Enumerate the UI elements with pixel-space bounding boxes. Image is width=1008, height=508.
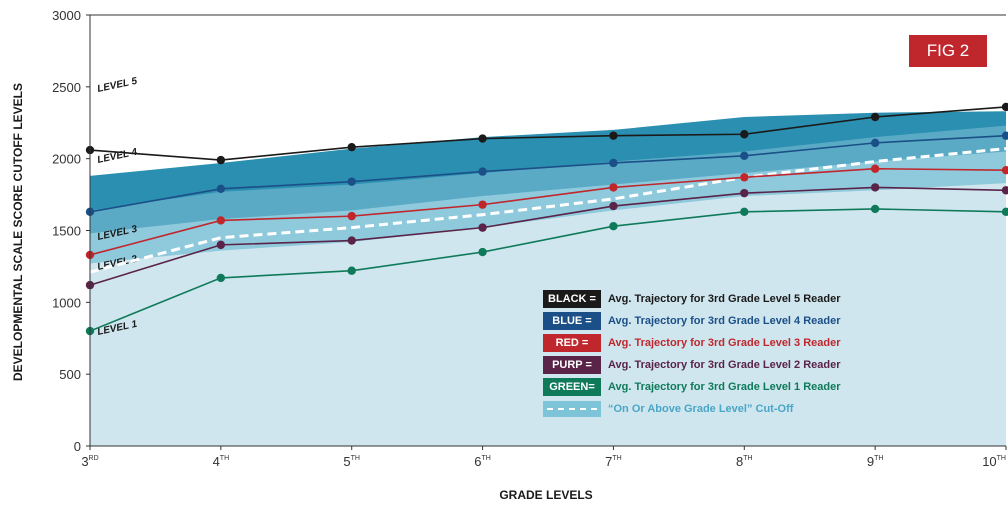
legend-entry: RED = Avg. Trajectory for 3rd Grade Level… bbox=[543, 332, 841, 354]
data-point-blue bbox=[478, 167, 487, 176]
data-point-green bbox=[216, 273, 226, 283]
x-tick-labels: 3RD 4TH 5TH 6TH 7TH 8TH 9TH 10TH bbox=[81, 446, 1007, 469]
data-point-red bbox=[216, 216, 226, 225]
legend-entry: PURP = Avg. Trajectory for 3rd Grade Leve… bbox=[543, 354, 841, 376]
legend-text: Avg. Trajectory for 3rd Grade Level 1 Re… bbox=[608, 381, 841, 393]
legend-key: BLACK = bbox=[543, 290, 601, 308]
y-tick-label: 500 bbox=[59, 367, 81, 382]
series-line-blue bbox=[89, 134, 1007, 213]
x-tick-label: 7TH bbox=[605, 454, 622, 469]
data-point-blue bbox=[609, 158, 618, 168]
y-tick-label: 1000 bbox=[52, 295, 81, 310]
legend-cutoff-swatch bbox=[543, 401, 601, 417]
x-tick-label: 8TH bbox=[736, 454, 753, 469]
y-tick-label: 2000 bbox=[52, 152, 81, 167]
data-point-blue bbox=[1001, 131, 1008, 140]
data-point-purp bbox=[1001, 186, 1008, 195]
x-tick-label: 3RD bbox=[81, 454, 98, 469]
data-point-green bbox=[609, 221, 618, 231]
data-point-purp bbox=[870, 183, 880, 192]
data-point-purp bbox=[347, 236, 356, 245]
x-tick-label: 4TH bbox=[213, 454, 230, 469]
legend-text: Avg. Trajectory for 3rd Grade Level 5 Re… bbox=[608, 293, 841, 305]
y-tick-labels: 0 500 1000 1500 2000 2500 3000 bbox=[52, 8, 90, 454]
legend-text: Avg. Trajectory for 3rd Grade Level 4 Re… bbox=[608, 315, 841, 327]
x-axis-label: GRADE LEVELS bbox=[499, 488, 592, 502]
figure-badge: FIG 2 bbox=[909, 35, 987, 67]
legend-entry: “On Or Above Grade Level” Cut-Off bbox=[543, 398, 841, 420]
cutoff-dashed-line bbox=[89, 147, 1007, 274]
legend-entry: BLUE = Avg. Trajectory for 3rd Grade Leve… bbox=[543, 310, 841, 332]
series-line-green bbox=[89, 208, 1007, 332]
data-point-blue bbox=[740, 151, 749, 160]
legend: BLACK = Avg. Trajectory for 3rd Grade Lev… bbox=[543, 288, 841, 420]
data-point-black bbox=[347, 142, 356, 152]
data-point-black bbox=[609, 131, 618, 140]
legend-text: “On Or Above Grade Level” Cut-Off bbox=[608, 403, 794, 415]
legend-entry: BLACK = Avg. Trajectory for 3rd Grade Lev… bbox=[543, 288, 841, 310]
data-point-red bbox=[478, 200, 487, 209]
legend-key: PURP = bbox=[543, 356, 601, 374]
level-label: LEVEL 5 bbox=[96, 76, 138, 95]
series-line-black bbox=[89, 106, 1007, 161]
series-line-red bbox=[89, 167, 1007, 256]
data-point-red bbox=[740, 173, 749, 182]
data-point-green bbox=[347, 266, 356, 275]
data-point-black bbox=[1001, 102, 1008, 112]
data-point-black bbox=[740, 130, 749, 139]
data-point-red bbox=[1001, 165, 1008, 175]
data-point-purp bbox=[609, 201, 618, 211]
data-point-purp bbox=[216, 240, 226, 250]
data-point-blue bbox=[216, 184, 226, 194]
data-point-green bbox=[740, 207, 749, 217]
legend-entry: GREEN= Avg. Trajectory for 3rd Grade Leve… bbox=[543, 376, 841, 398]
x-tick-label: 10TH bbox=[982, 454, 1006, 469]
data-point-black bbox=[216, 155, 226, 165]
y-tick-label: 2500 bbox=[52, 80, 81, 95]
data-point-black bbox=[478, 134, 487, 143]
cutoff-line bbox=[89, 147, 1007, 274]
data-point-blue bbox=[347, 177, 356, 186]
series-line-purp bbox=[89, 186, 1007, 286]
y-tick-label: 0 bbox=[74, 439, 81, 454]
data-point-black bbox=[870, 112, 880, 122]
y-tick-label: 1500 bbox=[52, 224, 81, 239]
legend-text: Avg. Trajectory for 3rd Grade Level 2 Re… bbox=[608, 359, 841, 371]
level-label: LEVEL 4 bbox=[96, 147, 138, 166]
y-axis-label: DEVELOPMENTAL SCALE SCORE CUTOFF LEVELS bbox=[11, 83, 25, 381]
data-point-purp bbox=[478, 223, 487, 232]
x-tick-label: 9TH bbox=[867, 454, 884, 469]
data-point-red bbox=[347, 211, 356, 221]
data-point-red bbox=[609, 183, 618, 192]
data-point-green bbox=[478, 247, 487, 257]
y-tick-label: 3000 bbox=[52, 8, 81, 23]
legend-text: Avg. Trajectory for 3rd Grade Level 3 Re… bbox=[608, 337, 841, 349]
data-point-green bbox=[1001, 207, 1008, 217]
legend-key: BLUE = bbox=[543, 312, 601, 330]
x-tick-label: 6TH bbox=[474, 454, 491, 469]
data-point-red bbox=[870, 164, 880, 173]
legend-key: GREEN= bbox=[543, 378, 601, 396]
legend-key: RED = bbox=[543, 334, 601, 352]
x-tick-label: 5TH bbox=[343, 454, 360, 469]
data-point-purp bbox=[740, 188, 749, 198]
data-point-blue bbox=[870, 138, 880, 148]
data-point-green bbox=[870, 204, 880, 214]
